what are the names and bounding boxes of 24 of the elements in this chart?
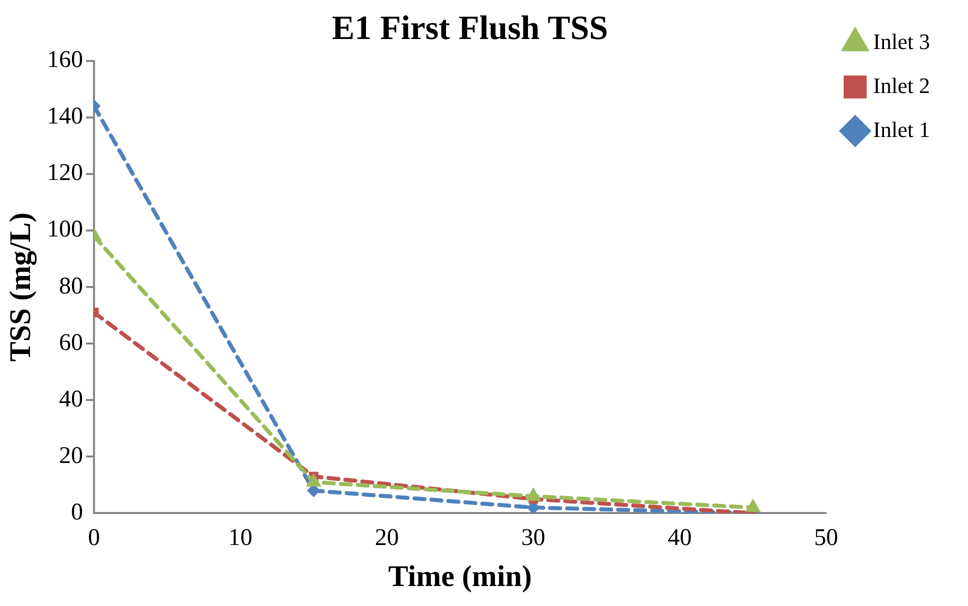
x-tick-label: 50 [814,524,838,551]
y-tick-label: 160 [47,47,83,74]
y-tick-label: 140 [47,104,83,130]
y-tick-label: 80 [59,273,83,300]
y-tick-label: 60 [59,330,83,356]
x-tick-label: 0 [88,524,100,551]
x-tick-label: 30 [521,524,546,551]
x-tick-label: 10 [228,524,252,551]
chart-title: E1 First Flush TSS [332,10,608,48]
y-tick-label: 120 [47,160,83,186]
legend-label: Inlet 1 [873,116,930,142]
x-tick-label: 40 [668,524,692,551]
y-tick-label: 40 [59,386,83,412]
y-axis-title: TSS (mg/L) [4,212,37,362]
point [526,488,541,501]
point [306,474,322,487]
legend-label: Inlet 2 [873,72,930,98]
x-axis-title: Time (min) [388,560,532,593]
y-tick-label: 0 [71,499,83,526]
y-tick-label: 20 [59,442,83,469]
point [746,499,760,512]
y-tick-label: 100 [47,216,83,243]
x-tick-label: 20 [374,524,399,551]
legend-label: Inlet 3 [873,28,930,54]
